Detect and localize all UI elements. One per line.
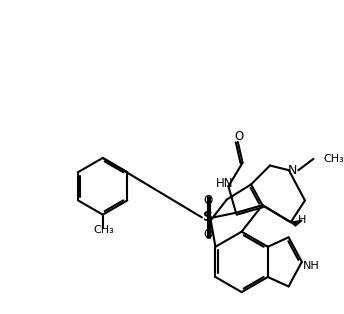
Text: CH₃: CH₃ [323, 154, 344, 164]
Text: CH₃: CH₃ [93, 225, 114, 235]
Text: S: S [203, 210, 213, 225]
Text: O: O [234, 130, 244, 143]
Text: H: H [298, 215, 306, 225]
Text: NH: NH [303, 261, 320, 271]
Text: N: N [288, 164, 297, 177]
Text: O: O [203, 228, 212, 241]
Polygon shape [291, 220, 302, 226]
Text: O: O [203, 194, 212, 207]
Text: HN: HN [216, 177, 233, 190]
